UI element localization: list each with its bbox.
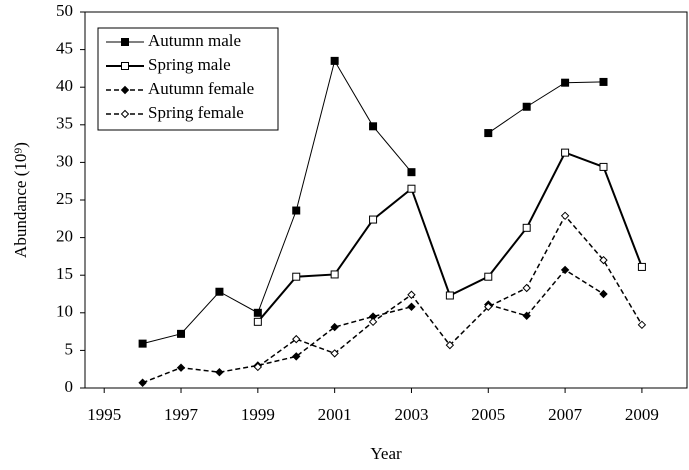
- point: [407, 290, 416, 299]
- point: [330, 56, 339, 65]
- point: [560, 211, 570, 220]
- point: [407, 302, 416, 311]
- legend-label: Spring female: [148, 103, 244, 122]
- y-tick-label: 30: [56, 151, 73, 170]
- point: [445, 340, 455, 350]
- legend-marker: [120, 85, 130, 95]
- point: [637, 320, 647, 330]
- point: [215, 368, 224, 377]
- point: [292, 272, 301, 281]
- y-tick-label: 15: [56, 264, 73, 283]
- x-tick-label: 1995: [87, 405, 121, 424]
- point: [138, 339, 147, 348]
- y-tick-label: 10: [56, 302, 73, 321]
- y-tick-label: 20: [56, 227, 73, 246]
- point: [292, 352, 301, 361]
- point: [599, 289, 608, 299]
- point: [484, 272, 493, 281]
- point: [599, 77, 608, 86]
- point: [330, 349, 339, 358]
- y-axis-label: Abundance (10⁹): [11, 142, 30, 258]
- point: [522, 311, 531, 321]
- point: [522, 102, 531, 111]
- point: [407, 184, 416, 193]
- point: [560, 265, 570, 275]
- point: [138, 378, 147, 387]
- legend-marker: [121, 38, 129, 46]
- point: [369, 215, 378, 224]
- legend-label: Autumn female: [148, 79, 254, 98]
- point: [330, 322, 339, 332]
- x-tick-label: 2003: [394, 405, 428, 424]
- y-tick-label: 35: [56, 114, 73, 133]
- point: [215, 287, 224, 296]
- x-axis-label: Year: [370, 444, 402, 463]
- series-line: [142, 268, 604, 384]
- point: [253, 362, 263, 372]
- point: [637, 262, 646, 271]
- y-tick-label: 45: [56, 39, 73, 58]
- y-tick-label: 25: [56, 189, 73, 208]
- x-tick-label: 1999: [241, 405, 275, 424]
- point: [176, 363, 186, 372]
- point: [330, 270, 339, 279]
- point: [407, 168, 416, 177]
- y-tick-label: 50: [56, 1, 73, 20]
- x-tick-label: 2005: [471, 405, 505, 424]
- y-tick-label: 5: [65, 339, 74, 358]
- series-line: [142, 59, 604, 345]
- point: [445, 291, 454, 300]
- point: [369, 122, 378, 131]
- point: [253, 308, 262, 317]
- point: [522, 283, 531, 293]
- x-tick-label: 2001: [318, 405, 352, 424]
- x-tick-label: 2009: [625, 405, 659, 424]
- point: [484, 302, 493, 311]
- legend-marker: [120, 109, 130, 119]
- point: [292, 334, 301, 344]
- point: [561, 148, 570, 157]
- point: [177, 329, 186, 338]
- point: [561, 78, 570, 87]
- point: [292, 206, 301, 215]
- legend-marker: [121, 62, 129, 70]
- legend-label: Spring male: [148, 55, 231, 74]
- point: [522, 223, 531, 232]
- y-tick-label: 0: [65, 377, 74, 396]
- point: [484, 129, 493, 138]
- point: [253, 317, 262, 326]
- x-tick-label: 2007: [548, 405, 583, 424]
- point: [368, 317, 378, 327]
- point: [599, 162, 608, 171]
- x-tick-label: 1997: [164, 405, 199, 424]
- point: [599, 255, 608, 265]
- y-tick-label: 40: [56, 76, 73, 95]
- legend-label: Autumn male: [148, 31, 241, 50]
